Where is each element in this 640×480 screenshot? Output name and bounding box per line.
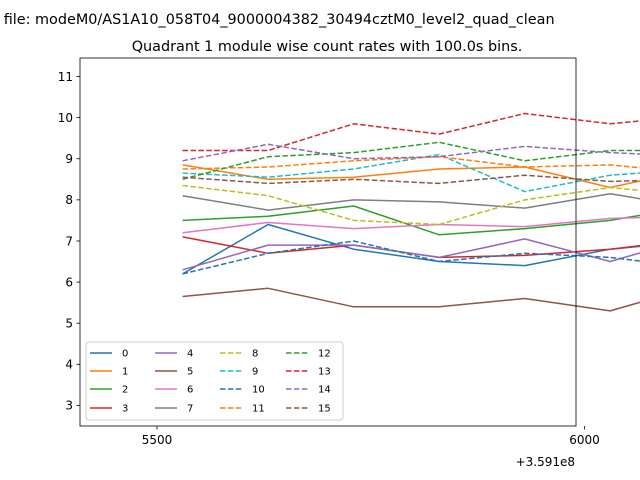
legend-label-12: 12 xyxy=(318,349,331,360)
series-line-13 xyxy=(182,112,640,152)
series-line-1 xyxy=(182,164,640,189)
legend-label-2: 2 xyxy=(122,385,128,396)
legend-label-9: 9 xyxy=(252,367,258,378)
x-tick-label: 5500 xyxy=(142,433,173,447)
y-tick-label: 9 xyxy=(65,152,73,166)
series-line-10 xyxy=(182,240,640,275)
y-tick-label: 7 xyxy=(65,234,73,248)
legend-label-15: 15 xyxy=(318,404,331,415)
series-line-15 xyxy=(182,174,640,185)
x-axis: 55006000650070007500 xyxy=(142,426,600,447)
legend-frame xyxy=(85,341,344,421)
series-line-0 xyxy=(182,223,640,275)
legend-label-6: 6 xyxy=(187,385,193,396)
y-tick-label: 6 xyxy=(65,275,73,289)
figure-title: n file: modeM0/AS1A10_058T04_9000004382_… xyxy=(0,12,555,28)
legend-label-5: 5 xyxy=(187,367,193,378)
series-line-6 xyxy=(182,216,640,234)
plot-area-frame xyxy=(79,57,577,427)
legend-label-7: 7 xyxy=(187,404,193,415)
legend-label-10: 10 xyxy=(252,385,265,396)
series-line-11 xyxy=(182,155,640,170)
legend-label-3: 3 xyxy=(122,404,128,415)
y-tick-label: 8 xyxy=(65,193,73,207)
y-tick-label: 3 xyxy=(65,399,73,413)
legend-label-1: 1 xyxy=(122,367,128,378)
y-axis: 3 4 5 6 7 8 9 10 11 xyxy=(58,70,80,413)
series-line-2 xyxy=(182,205,640,236)
series-line-12 xyxy=(182,141,640,181)
legend-label-4: 4 xyxy=(187,349,193,360)
series-line-4 xyxy=(182,238,640,271)
series-line-5 xyxy=(182,287,640,312)
legend-label-8: 8 xyxy=(252,349,258,360)
series-line-7 xyxy=(182,192,640,211)
y-tick-label: 5 xyxy=(65,317,73,331)
chart-title: Quadrant 1 module wise count rates with … xyxy=(132,39,523,55)
legend-label-11: 11 xyxy=(252,404,265,415)
legend-label-0: 0 xyxy=(122,349,128,360)
plot-lines xyxy=(182,112,640,312)
legend-label-14: 14 xyxy=(318,385,331,396)
series-line-9 xyxy=(182,153,640,193)
y-tick-label: 4 xyxy=(65,358,73,372)
x-tick-label: 6000 xyxy=(569,433,600,447)
y-tick-label: 11 xyxy=(58,70,73,84)
legend-label-13: 13 xyxy=(318,367,331,378)
y-tick-label: 10 xyxy=(58,111,73,125)
x-offset-label: +3.591e8 xyxy=(516,455,575,469)
series-line-8 xyxy=(182,184,640,226)
series-line-3 xyxy=(182,236,640,259)
